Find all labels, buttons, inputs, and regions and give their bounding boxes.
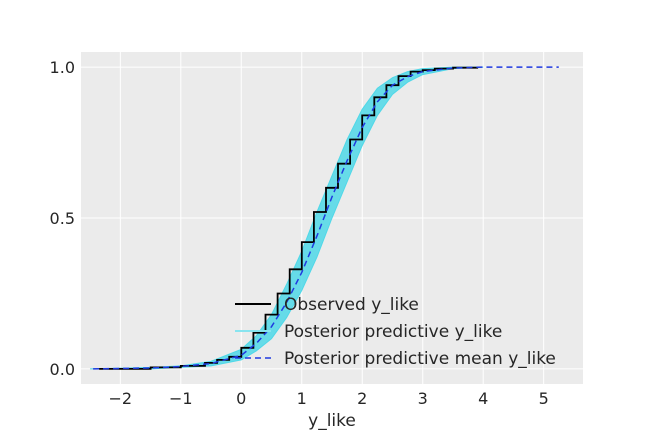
posterior-mean-line (93, 66, 559, 370)
legend-label-posterior-mean: Posterior predictive mean y_like (284, 349, 556, 369)
y-tick-label: 0.5 (50, 209, 75, 228)
legend-label-posterior-predictive: Posterior predictive y_like (284, 322, 502, 342)
x-axis-ticks: −2 −1 0 1 2 3 4 5 (109, 389, 549, 408)
legend: Observed y_like Posterior predictive y_l… (235, 295, 556, 369)
observed-line (99, 66, 479, 370)
y-axis-ticks: 0.0 0.5 1.0 (50, 58, 75, 379)
observed-series (99, 66, 479, 370)
x-tick-label: −2 (109, 389, 133, 408)
x-tick-label: −1 (169, 389, 193, 408)
x-tick-label: 4 (478, 389, 488, 408)
posterior-mean-series (93, 66, 559, 370)
x-tick-label: 1 (297, 389, 307, 408)
legend-label-observed: Observed y_like (284, 295, 419, 315)
x-tick-label: 2 (357, 389, 367, 408)
x-tick-label: 5 (539, 389, 549, 408)
x-tick-label: 3 (418, 389, 428, 408)
y-tick-label: 0.0 (50, 360, 75, 379)
x-axis-label: y_like (308, 411, 356, 431)
x-tick-label: 0 (236, 389, 246, 408)
y-tick-label: 1.0 (50, 58, 75, 77)
